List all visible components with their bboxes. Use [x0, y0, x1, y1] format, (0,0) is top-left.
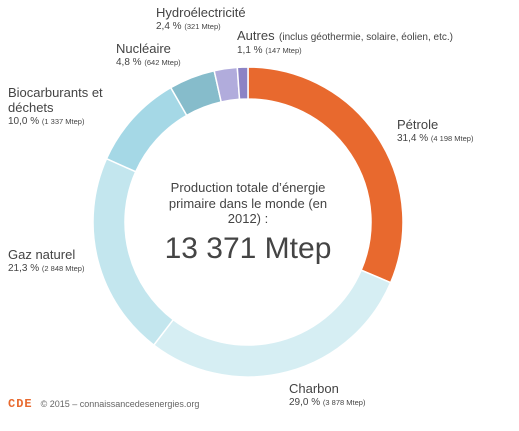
label-mtep: (2 848 Mtep)	[41, 263, 85, 273]
label-petrole: Pétrole 31,4 % (4 198 Mtep)	[397, 117, 474, 144]
copyright-text: © 2015 – connaissancedesenergies.org	[40, 399, 200, 409]
label-name: Nucléaire	[116, 41, 171, 56]
label-percent: 4,8 %	[116, 56, 142, 68]
total-value: 13 371 Mtep	[164, 232, 332, 265]
slice-6	[236, 66, 249, 101]
label-percent: 21,3 %	[8, 262, 40, 274]
label-name: Biocarburants et déchets	[8, 85, 103, 115]
label-mtep: (4 198 Mtep)	[430, 133, 474, 143]
label-hydroelectricite: Hydroélectricité 2,4 % (321 Mtep)	[156, 5, 246, 32]
label-name: Pétrole	[397, 117, 439, 132]
label-name: Autres	[237, 28, 275, 43]
label-mtep: (321 Mtep)	[184, 21, 221, 31]
label-nucleaire: Nucléaire 4,8 % (642 Mtep)	[116, 41, 181, 68]
label-biocarburants: Biocarburants et déchets 10,0 % (1 337 M…	[8, 85, 108, 127]
slice-3	[105, 86, 188, 173]
label-autres: Autres (inclus géothermie, solaire, éoli…	[237, 27, 453, 57]
label-percent: 10,0 %	[8, 115, 40, 127]
footer: CDE © 2015 – connaissancedesenergies.org	[8, 397, 199, 411]
cde-logo: CDE	[8, 397, 33, 411]
label-note: (inclus géothermie, solaire, éolien, etc…	[279, 32, 454, 43]
label-mtep: (3 878 Mtep)	[322, 397, 366, 407]
label-mtep: (642 Mtep)	[144, 57, 181, 67]
label-percent: 1,1 %	[237, 45, 263, 57]
label-mtep: (147 Mtep)	[265, 46, 302, 56]
label-percent: 29,0 %	[289, 396, 321, 408]
label-charbon: Charbon 29,0 % (3 878 Mtep)	[289, 381, 366, 408]
label-percent: 31,4 %	[397, 132, 429, 144]
chart-title: Production totale d’énergie primaire dan…	[168, 180, 328, 227]
label-name: Charbon	[289, 381, 339, 396]
label-gaz-naturel: Gaz naturel 21,3 % (2 848 Mtep)	[8, 247, 85, 274]
label-name: Gaz naturel	[8, 247, 76, 262]
label-percent: 2,4 %	[156, 20, 182, 32]
label-name: Hydroélectricité	[156, 5, 246, 20]
slice-1	[152, 269, 392, 378]
label-mtep: (1 337 Mtep)	[41, 116, 85, 126]
